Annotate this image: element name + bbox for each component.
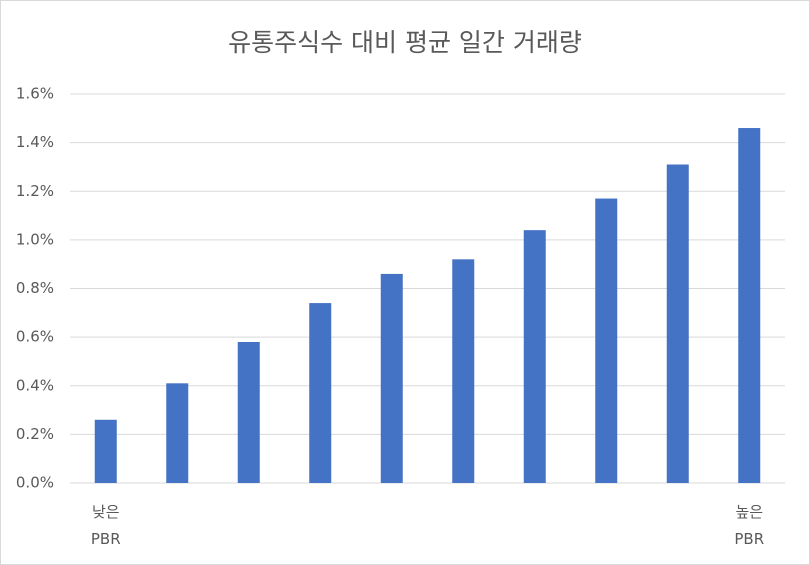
y-tick-label: 0.6% (16, 328, 54, 346)
x-tick-label: 낮은 PBR (90, 503, 121, 548)
y-tick-label: 0.0% (16, 474, 54, 492)
x-tick-label: 높은 PBR (734, 503, 765, 548)
bar (523, 230, 546, 483)
bar (166, 383, 189, 483)
bar (595, 198, 618, 483)
y-tick-label: 1.4% (16, 133, 54, 151)
bar (666, 164, 689, 483)
bar (738, 128, 761, 483)
y-tick-label: 0.8% (16, 279, 54, 297)
chart-title: 유통주식수 대비 평균 일간 거래량 (228, 28, 582, 57)
bar (380, 273, 403, 483)
bar (94, 419, 117, 483)
bar (237, 341, 260, 483)
bar (452, 259, 475, 483)
y-tick-label: 1.6% (16, 85, 54, 103)
y-tick-label: 1.2% (16, 182, 54, 200)
bar (309, 303, 332, 483)
y-tick-label: 1.0% (16, 230, 54, 248)
y-tick-label: 0.4% (16, 376, 54, 394)
y-tick-label: 0.2% (16, 425, 54, 443)
